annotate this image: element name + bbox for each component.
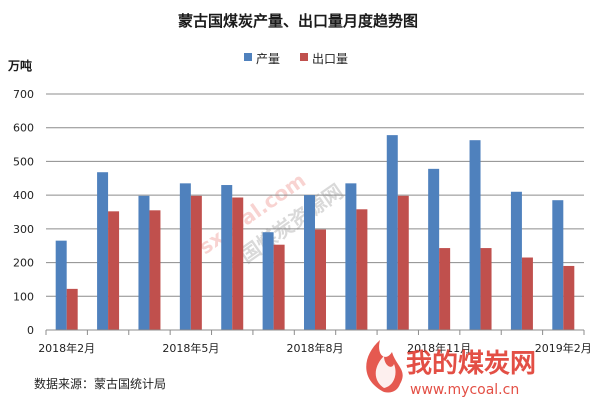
legend-swatch-export (300, 53, 308, 61)
bar-export (108, 211, 120, 330)
y-tick-label: 0 (27, 324, 34, 337)
bar-export (439, 248, 451, 330)
legend-swatch-production (244, 53, 252, 61)
y-tick-label: 600 (13, 122, 34, 135)
legend-label-export: 出口量 (312, 52, 348, 66)
bar-export (232, 197, 244, 330)
x-tick-label: 2019年2月 (535, 341, 592, 355)
chart-title: 蒙古国煤炭产量、出口量月度趋势图 (178, 12, 418, 30)
y-tick-label: 400 (13, 189, 34, 202)
bar-production (138, 195, 150, 330)
bar-export (356, 209, 368, 330)
source-note: 数据来源：蒙古国统计局 (34, 376, 166, 391)
bar-export (521, 257, 533, 330)
logo-url: www.mycoal.cn (410, 382, 519, 398)
flame-icon (366, 340, 403, 393)
x-tick-label: 2018年11月 (407, 341, 471, 355)
y-tick-label: 200 (13, 257, 34, 270)
y-tick-label: 300 (13, 223, 34, 236)
x-tick-label: 2018年8月 (287, 341, 344, 355)
bar-export (149, 210, 161, 330)
bar-production (179, 183, 191, 330)
bar-export (66, 288, 78, 330)
x-tick-label: 2018年2月 (38, 341, 95, 355)
bar-export (273, 244, 285, 330)
y-axis-unit: 万吨 (7, 58, 32, 73)
bar-export (397, 195, 409, 330)
bar-export (315, 229, 326, 330)
bar-production (552, 200, 564, 330)
y-tick-label: 500 (13, 155, 34, 168)
bar-production (428, 168, 440, 330)
y-axis: 0 100 200 300 400 500 600 700 (13, 88, 34, 337)
legend: 产量 出口量 (244, 52, 348, 66)
logo-text: 我的煤炭网 (406, 348, 536, 379)
bar-export (190, 195, 202, 330)
bar-export (480, 248, 492, 330)
bar-production (386, 135, 398, 330)
bar-production (262, 232, 274, 330)
bar-production (469, 140, 481, 330)
bar-export (563, 265, 575, 330)
legend-label-production: 产量 (256, 52, 280, 66)
bar-production (97, 172, 109, 330)
bar-production (510, 191, 522, 330)
bar-production (304, 195, 315, 330)
mycoal-logo: 我的煤炭网 www.mycoal.cn (366, 340, 536, 398)
bar-production (345, 183, 357, 330)
bars (55, 135, 575, 330)
x-tick-label: 2018年5月 (162, 341, 219, 355)
y-tick-label: 700 (13, 88, 34, 101)
y-tick-label: 100 (13, 290, 34, 303)
x-axis: 2018年2月 2018年5月 2018年8月 2018年11月 2019年2月 (38, 329, 592, 355)
bar-production (221, 185, 233, 330)
bar-production (55, 240, 67, 330)
